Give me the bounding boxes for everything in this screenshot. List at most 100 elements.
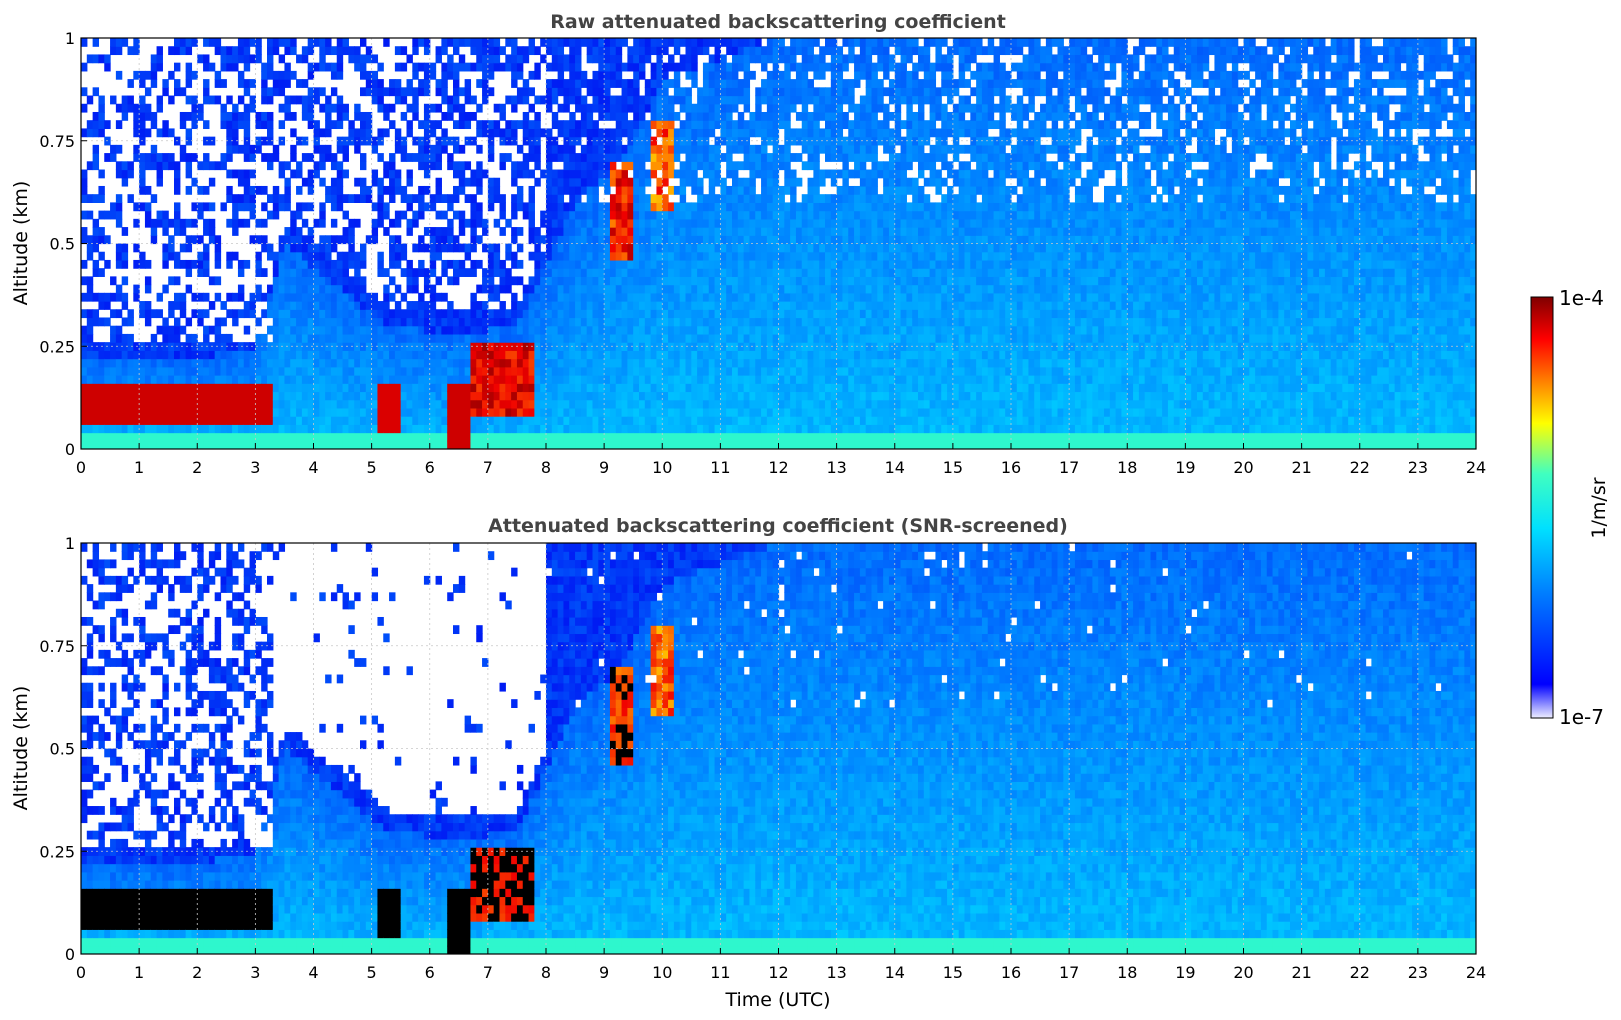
heat-cell — [557, 79, 565, 88]
heat-cell — [214, 399, 222, 409]
heat-cell — [290, 128, 297, 138]
heat-cell — [569, 243, 576, 253]
heat-cell — [203, 120, 210, 130]
heat-cell — [447, 103, 454, 113]
heat-cell — [516, 70, 524, 80]
heat-cell — [685, 325, 692, 335]
heat-cell — [575, 202, 582, 212]
heat-cell — [615, 185, 623, 195]
heat-cell — [127, 161, 134, 171]
heat-cell — [499, 161, 506, 171]
heat-cell — [580, 292, 588, 302]
heat-cell — [668, 259, 675, 269]
heat-cell — [551, 210, 559, 220]
heat-cell — [232, 383, 239, 393]
heat-cell — [301, 54, 309, 64]
heat-cell — [104, 391, 111, 401]
heat-cell — [795, 251, 803, 261]
heat-cell — [790, 95, 797, 105]
heat-cell — [278, 383, 286, 393]
heat-cell — [336, 276, 344, 286]
heat-cell — [185, 317, 193, 327]
heat-cell — [639, 202, 646, 212]
heat-cell — [534, 153, 541, 162]
heat-cell — [121, 375, 129, 384]
heat-cell — [685, 210, 692, 220]
heat-cell — [406, 177, 413, 187]
heat-cell — [179, 144, 187, 154]
heat-cell — [377, 210, 384, 220]
heat-cell — [185, 62, 193, 72]
heat-cell — [261, 95, 268, 105]
heat-cell — [516, 46, 524, 56]
heat-cell — [644, 210, 652, 220]
heat-cell — [406, 424, 413, 434]
heat-cell — [813, 309, 820, 319]
heat-cell — [540, 399, 547, 409]
heat-cell — [133, 391, 140, 401]
heat-cell — [569, 399, 576, 409]
heat-cell — [825, 358, 832, 368]
heat-cell — [615, 383, 623, 393]
heat-cell — [296, 292, 303, 302]
heat-cell — [819, 432, 826, 442]
heat-cell — [139, 169, 146, 179]
heat-cell — [807, 95, 814, 105]
heat-cell — [86, 210, 94, 220]
heat-cell — [313, 432, 320, 442]
heat-cell — [389, 350, 396, 360]
heat-cell — [98, 111, 105, 121]
heat-cell — [691, 103, 698, 113]
heat-cell — [691, 292, 698, 302]
heat-cell — [726, 161, 733, 171]
heat-cell — [511, 227, 518, 236]
heat-cell — [673, 111, 681, 121]
heat-cell — [360, 111, 367, 121]
heat-cell — [290, 218, 297, 228]
heat-cell — [563, 227, 570, 236]
heat-cell — [691, 210, 698, 220]
heat-cell — [174, 292, 181, 302]
heat-cell — [476, 218, 483, 228]
heat-cell — [528, 120, 535, 130]
heat-cell — [104, 424, 111, 434]
heat-cell — [557, 210, 565, 220]
heat-cell — [470, 350, 477, 360]
heat-cell — [191, 177, 198, 187]
heat-cell — [226, 366, 233, 376]
heat-cell — [795, 227, 803, 236]
heat-cell — [563, 407, 570, 417]
heat-cell — [528, 103, 535, 113]
heat-cell — [429, 383, 437, 393]
heat-cell — [342, 144, 349, 154]
heat-cell — [482, 46, 489, 56]
heat-cell — [255, 259, 262, 269]
heat-cell — [761, 95, 768, 105]
heat-cell — [365, 375, 373, 384]
heat-cell — [377, 309, 384, 319]
heat-cell — [400, 210, 408, 220]
heat-cell — [499, 153, 506, 162]
heat-cell — [81, 424, 88, 434]
heat-cell — [557, 194, 565, 203]
heat-cell — [179, 342, 187, 351]
heat-cell — [801, 70, 809, 80]
heat-cell — [825, 95, 832, 105]
heat-cell — [732, 210, 739, 220]
heat-cell — [714, 416, 721, 425]
heat-cell — [801, 309, 809, 319]
heat-cell — [301, 440, 309, 449]
heat-cell — [406, 103, 413, 113]
heat-cell — [162, 243, 169, 253]
heat-cell — [697, 243, 704, 253]
heat-cell — [197, 342, 204, 351]
heat-cell — [86, 440, 94, 449]
heat-cell — [476, 235, 483, 245]
heat-cell — [191, 103, 198, 113]
heat-cell — [284, 46, 291, 56]
heat-cell — [412, 210, 419, 220]
heat-cell — [557, 432, 565, 442]
heat-cell — [650, 309, 658, 319]
heat-cell — [522, 153, 530, 162]
heat-cell — [563, 391, 570, 401]
